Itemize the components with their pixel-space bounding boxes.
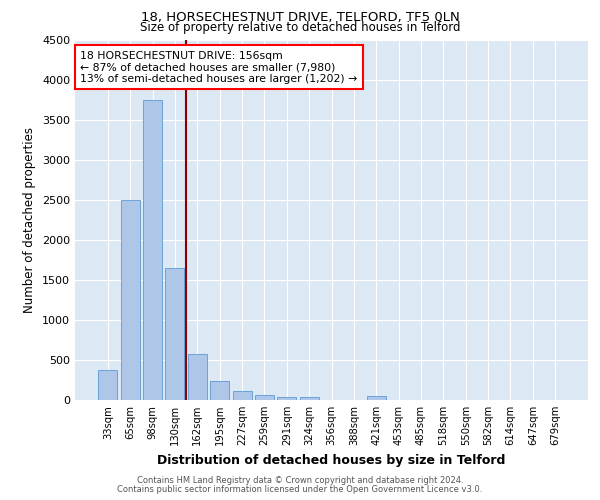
Text: 18 HORSECHESTNUT DRIVE: 156sqm
← 87% of detached houses are smaller (7,980)
13% : 18 HORSECHESTNUT DRIVE: 156sqm ← 87% of … xyxy=(80,51,358,84)
Bar xyxy=(299,397,319,400)
Text: Contains HM Land Registry data © Crown copyright and database right 2024.: Contains HM Land Registry data © Crown c… xyxy=(137,476,463,485)
Bar xyxy=(98,370,118,400)
Y-axis label: Number of detached properties: Number of detached properties xyxy=(23,127,37,313)
Text: Contains public sector information licensed under the Open Government Licence v3: Contains public sector information licen… xyxy=(118,485,482,494)
Text: Size of property relative to detached houses in Telford: Size of property relative to detached ho… xyxy=(140,21,460,34)
Bar xyxy=(188,354,207,400)
Bar xyxy=(143,100,162,400)
Bar xyxy=(210,381,229,400)
Bar xyxy=(121,200,140,400)
Bar xyxy=(233,391,251,400)
Text: 18, HORSECHESTNUT DRIVE, TELFORD, TF5 0LN: 18, HORSECHESTNUT DRIVE, TELFORD, TF5 0L… xyxy=(140,11,460,24)
Bar xyxy=(166,268,184,400)
Bar xyxy=(277,397,296,400)
Bar xyxy=(367,396,386,400)
Bar xyxy=(255,395,274,400)
X-axis label: Distribution of detached houses by size in Telford: Distribution of detached houses by size … xyxy=(157,454,506,466)
